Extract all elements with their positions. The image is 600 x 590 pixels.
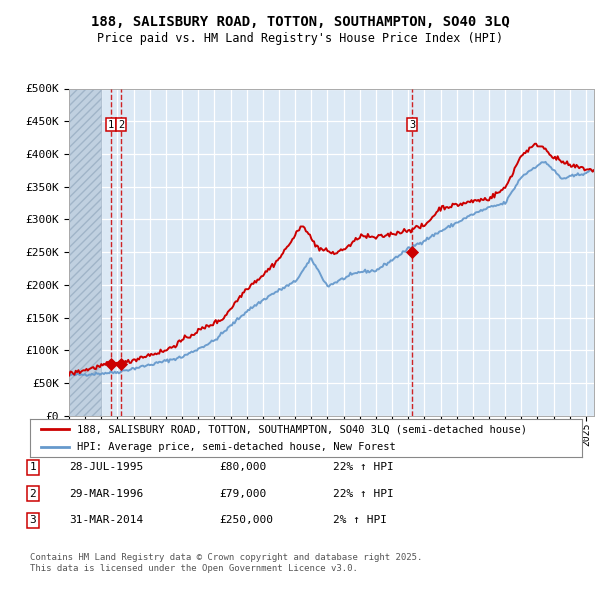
Text: This data is licensed under the Open Government Licence v3.0.: This data is licensed under the Open Gov… xyxy=(30,564,358,573)
Bar xyxy=(69,88,101,416)
Text: 29-MAR-1996: 29-MAR-1996 xyxy=(69,489,143,499)
Text: Price paid vs. HM Land Registry's House Price Index (HPI): Price paid vs. HM Land Registry's House … xyxy=(97,32,503,45)
Text: £250,000: £250,000 xyxy=(219,516,273,525)
Text: 188, SALISBURY ROAD, TOTTON, SOUTHAMPTON, SO40 3LQ: 188, SALISBURY ROAD, TOTTON, SOUTHAMPTON… xyxy=(91,15,509,29)
Text: 2: 2 xyxy=(118,120,124,130)
Text: 188, SALISBURY ROAD, TOTTON, SOUTHAMPTON, SO40 3LQ (semi-detached house): 188, SALISBURY ROAD, TOTTON, SOUTHAMPTON… xyxy=(77,424,527,434)
Text: £80,000: £80,000 xyxy=(219,463,266,472)
Text: 22% ↑ HPI: 22% ↑ HPI xyxy=(333,489,394,499)
Point xyxy=(116,359,126,369)
Text: HPI: Average price, semi-detached house, New Forest: HPI: Average price, semi-detached house,… xyxy=(77,442,395,452)
Text: 28-JUL-1995: 28-JUL-1995 xyxy=(69,463,143,472)
Text: 2% ↑ HPI: 2% ↑ HPI xyxy=(333,516,387,525)
Text: 3: 3 xyxy=(409,120,415,130)
Text: Contains HM Land Registry data © Crown copyright and database right 2025.: Contains HM Land Registry data © Crown c… xyxy=(30,553,422,562)
Text: 31-MAR-2014: 31-MAR-2014 xyxy=(69,516,143,525)
Text: 3: 3 xyxy=(29,516,37,525)
Point xyxy=(407,248,417,257)
Text: 2: 2 xyxy=(29,489,37,499)
Text: 1: 1 xyxy=(107,120,113,130)
Point xyxy=(106,359,115,368)
Text: 22% ↑ HPI: 22% ↑ HPI xyxy=(333,463,394,472)
Text: 1: 1 xyxy=(29,463,37,472)
Text: £79,000: £79,000 xyxy=(219,489,266,499)
